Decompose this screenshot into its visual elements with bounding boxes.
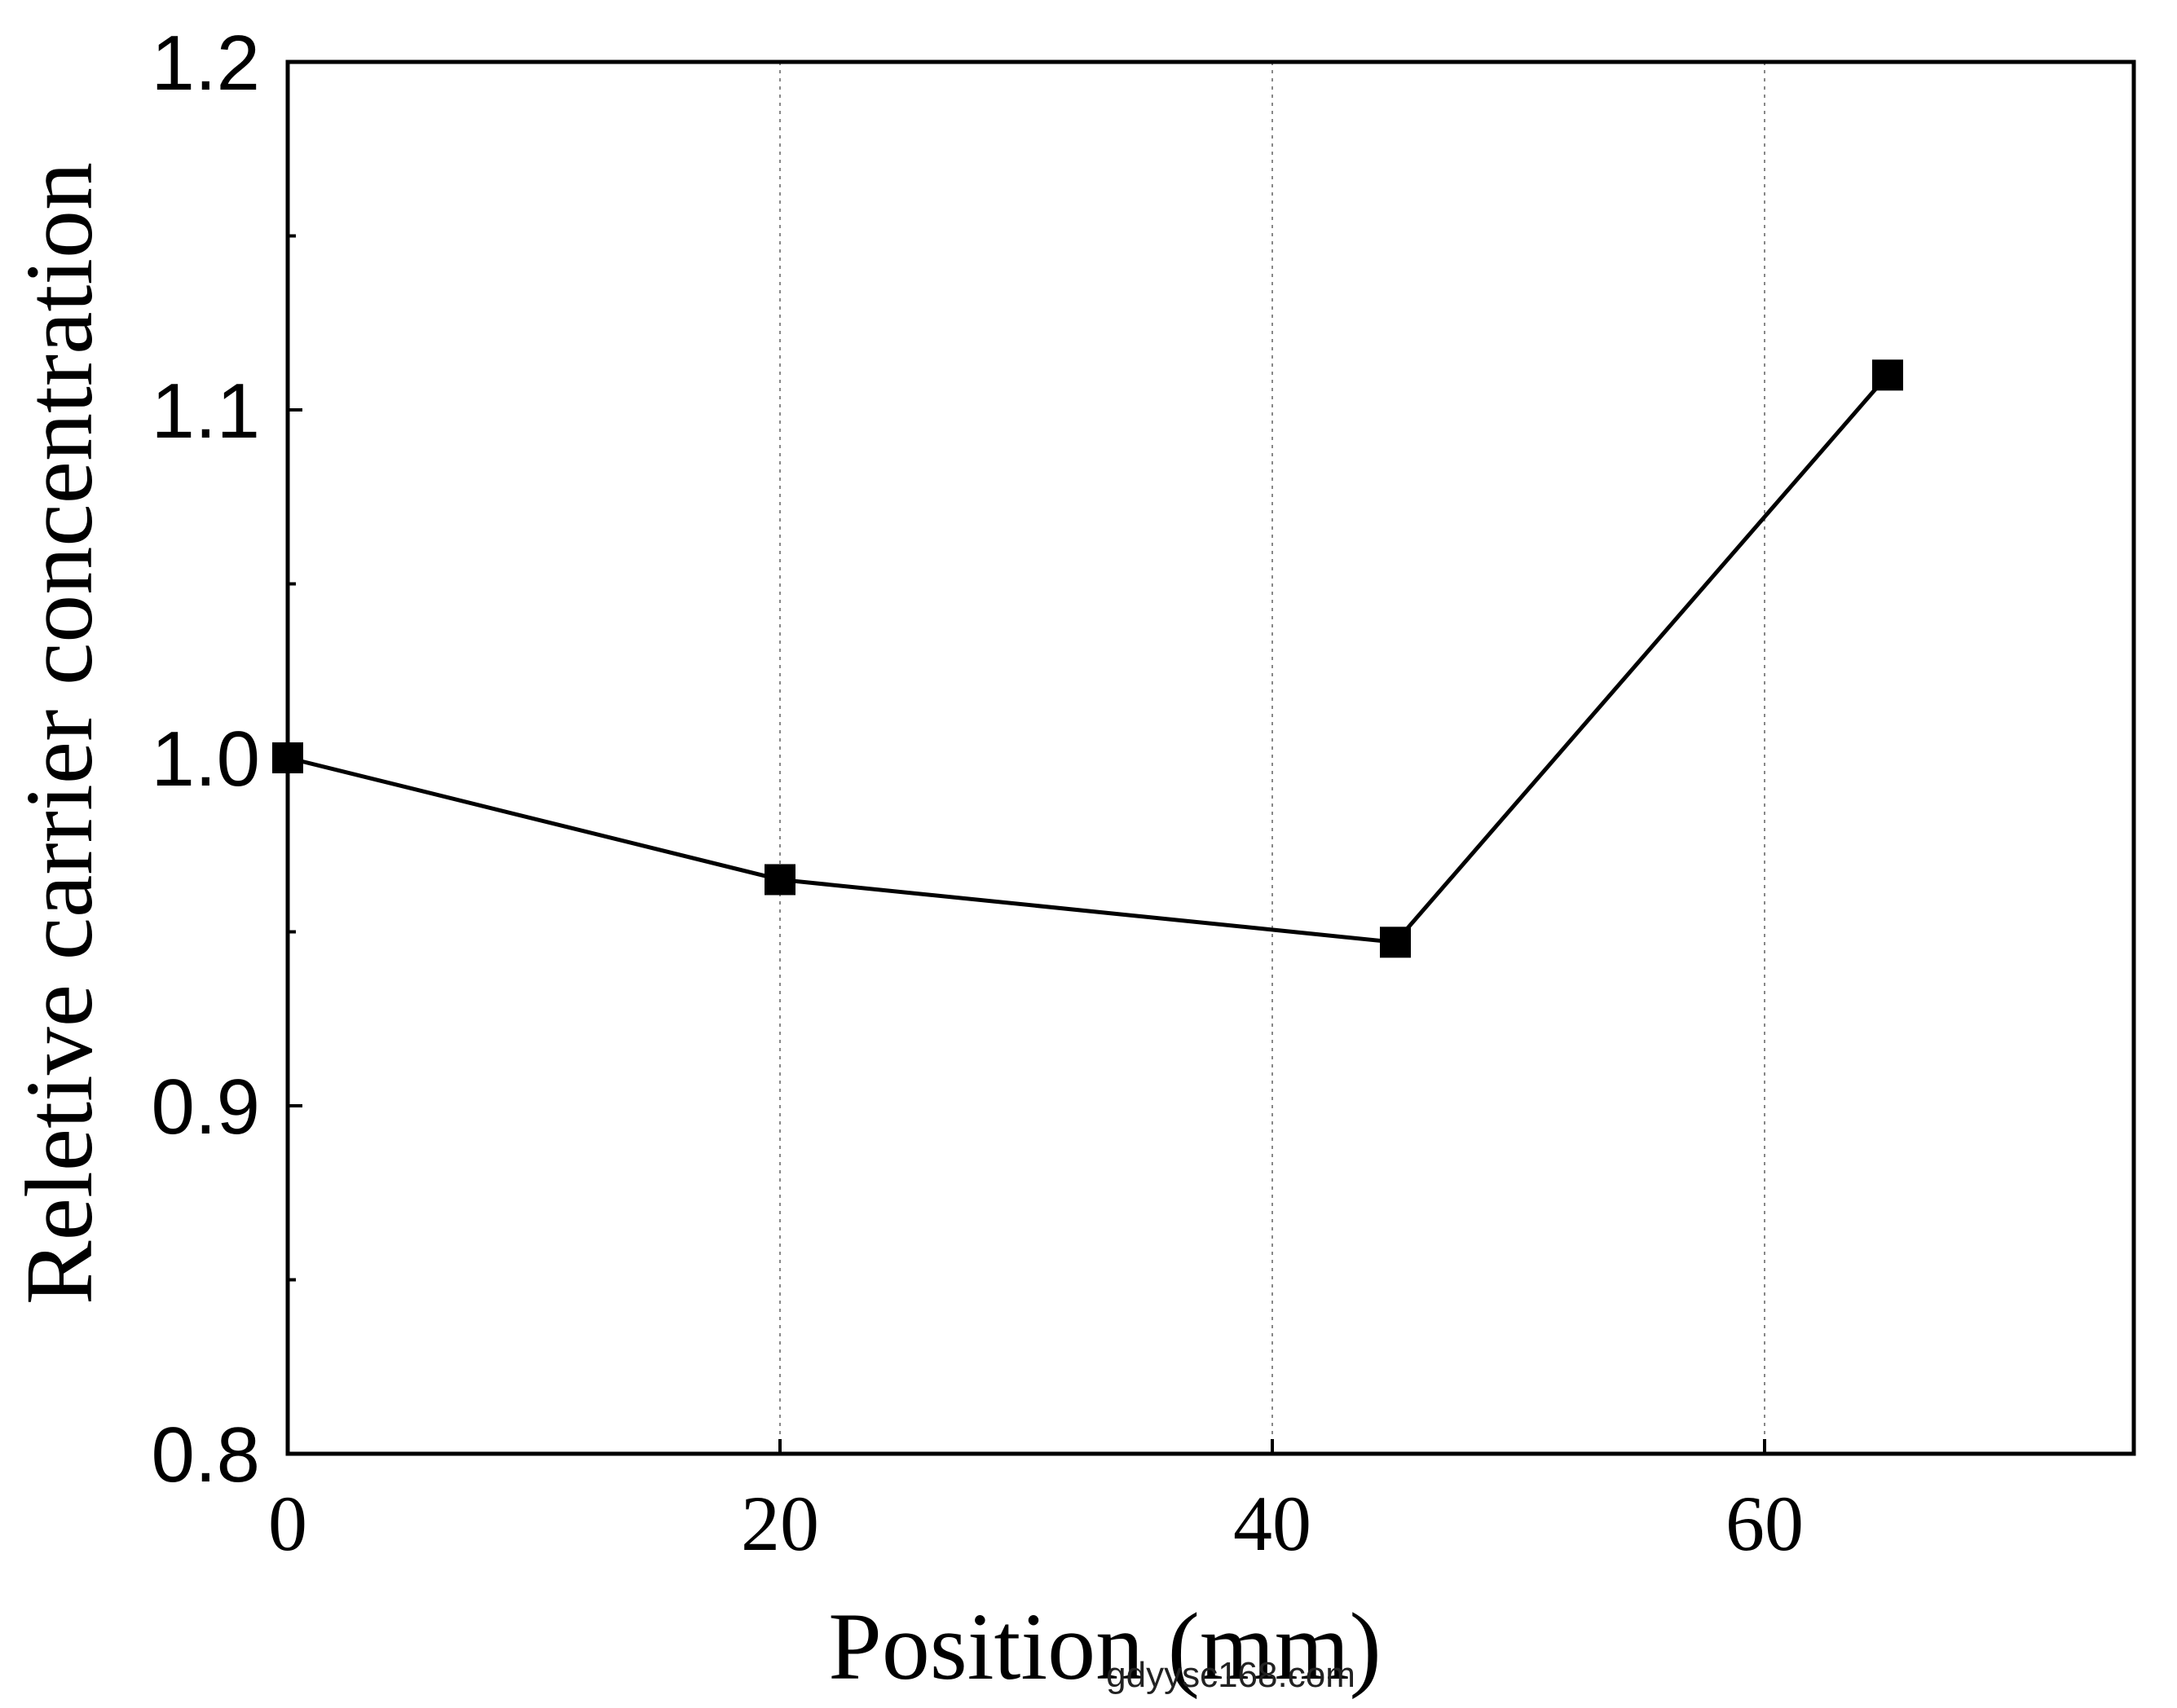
- axis-ticks: [286, 60, 1766, 1455]
- data-point-marker: [1872, 359, 1903, 391]
- plot-frame: [285, 59, 2136, 1456]
- x-tick-label: 40: [1233, 1480, 1311, 1567]
- series-line: [287, 373, 1889, 944]
- tick-labels: 0 20 40 60 0.8 0.9 1.0 1.1 1.2: [152, 20, 1804, 1567]
- y-tick-label: 1.1: [152, 368, 260, 455]
- data-series: [272, 359, 1903, 958]
- x-axis-label: Position (mm): [828, 1593, 1382, 1700]
- data-point-marker: [1380, 927, 1411, 958]
- watermark: gdyysc168.com: [1106, 1655, 1355, 1695]
- data-point-marker: [765, 864, 795, 896]
- y-tick-label: 0.9: [152, 1063, 260, 1151]
- x-tick-label: 60: [1725, 1480, 1804, 1567]
- y-axis-label: Reletive carrier concentration: [6, 162, 112, 1305]
- grid-lines: [779, 62, 1765, 1454]
- x-tick-label: 0: [268, 1480, 307, 1567]
- y-tick-label: 1.2: [152, 20, 260, 107]
- y-tick-label: 1.0: [152, 715, 260, 803]
- y-tick-label: 0.8: [152, 1411, 260, 1499]
- x-tick-label: 20: [741, 1480, 819, 1567]
